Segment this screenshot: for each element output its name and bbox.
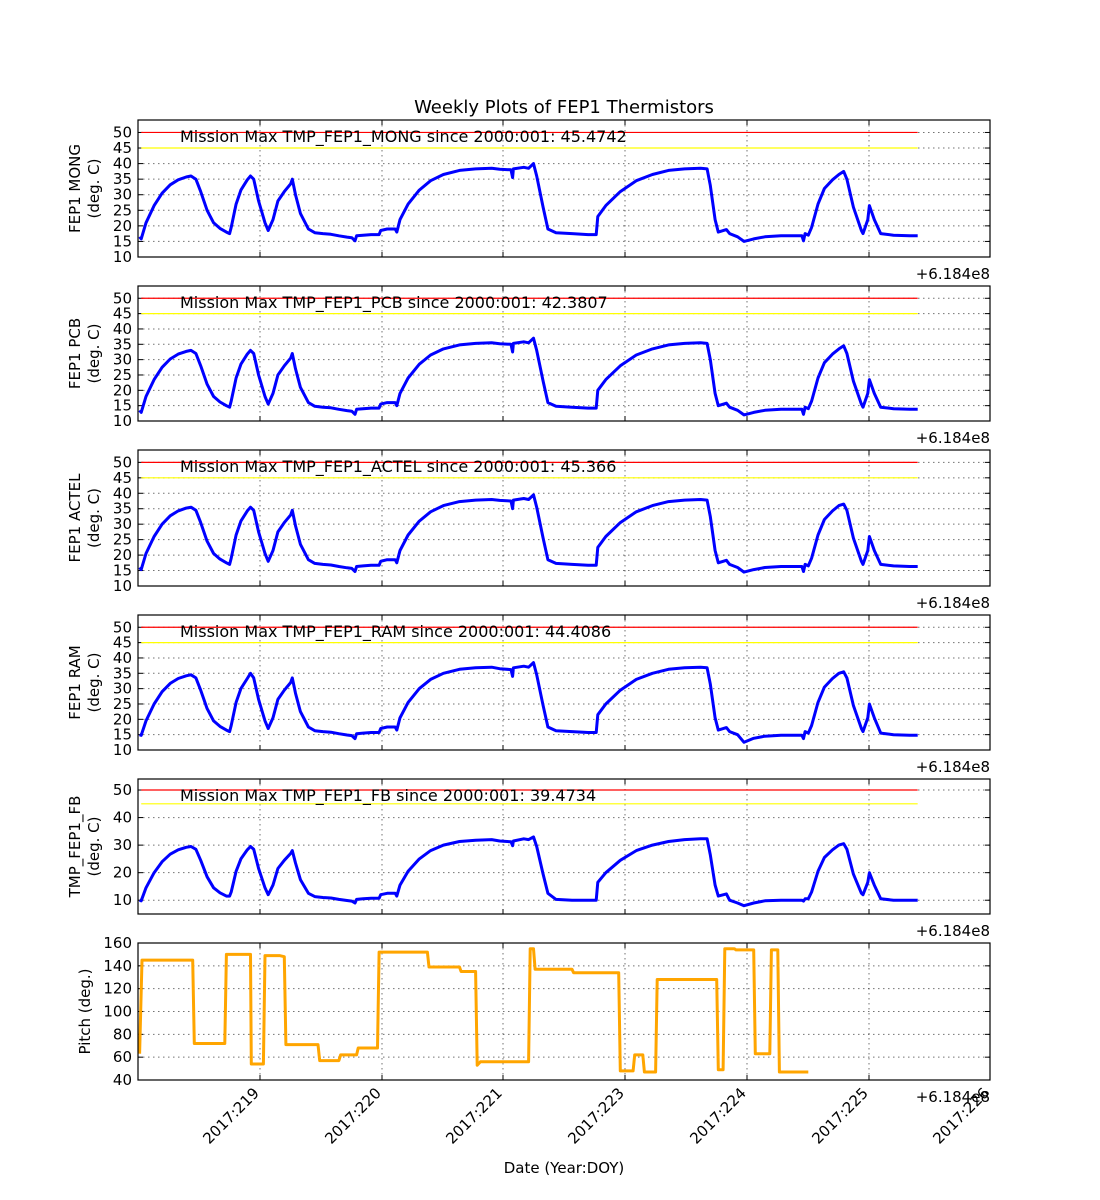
y-tick-label: 20: [113, 381, 132, 399]
mission-max-annotation: Mission Max TMP_FEP1_RAM since 2000:001:…: [180, 622, 611, 642]
y-tick-label: 15: [113, 397, 132, 415]
x-tick-label: 2017:220: [321, 1084, 385, 1148]
y-tick-label: 40: [113, 320, 132, 338]
y-tick-label: 10: [113, 741, 132, 759]
series-line: [139, 835, 918, 908]
mission-max-annotation: Mission Max TMP_FEP1_FB since 2000:001: …: [180, 786, 596, 806]
y-tick-label: 35: [113, 335, 132, 353]
y-tick-label: 30: [113, 186, 132, 204]
axes-frame: [137, 942, 991, 1081]
panel-6: 40 60 80 100 120 140 160 Pitch (deg.) +6.184e8: [76, 934, 991, 1106]
series-line: [138, 493, 918, 574]
y-axis-label: (deg. C): [85, 488, 103, 548]
y-tick-label: 25: [113, 201, 132, 219]
y-tick-label: 50: [113, 123, 132, 141]
y-axis-label: (deg. C): [85, 324, 103, 384]
y-tick-label: 20: [113, 217, 132, 235]
y-tick-label: 10: [113, 412, 132, 430]
y-tick-label: 50: [113, 453, 132, 471]
x-tick-label: 2017:219: [199, 1084, 263, 1148]
y-tick-label: 120: [103, 980, 132, 998]
y-tick-label: 140: [103, 957, 132, 975]
x-offset-label: +6.184e8: [916, 594, 990, 612]
series-line: [138, 336, 918, 417]
x-offset-label: +6.184e8: [916, 265, 990, 283]
y-tick-label: 50: [113, 618, 132, 636]
y-tick-label: 40: [113, 155, 132, 173]
x-axis-label: Date (Year:DOY): [504, 1159, 625, 1177]
y-tick-label: 40: [113, 649, 132, 667]
y-tick-label: 25: [113, 366, 132, 384]
y-tick-label: 35: [113, 500, 132, 518]
y-tick-label: 45: [113, 139, 132, 157]
x-offset-label: +6.184e8: [916, 758, 990, 776]
x-tick-label: 2017:223: [564, 1084, 628, 1148]
axes-frame: [137, 119, 991, 258]
axes-frame: [137, 778, 991, 915]
panel-5: 10 20 30 40 50 Mission Max TMP_FEP1_FB since …: [66, 778, 991, 940]
y-tick-label: 30: [113, 680, 132, 698]
y-axis-label: (deg. C): [85, 817, 103, 877]
y-tick-label: 20: [113, 710, 132, 728]
y-tick-label: 40: [113, 484, 132, 502]
y-tick-label: 30: [113, 836, 132, 854]
y-tick-label: 40: [113, 809, 132, 827]
y-tick-label: 160: [103, 934, 132, 952]
y-tick-label: 50: [113, 289, 132, 307]
axes-frame: [137, 285, 991, 422]
mission-max-annotation: Mission Max TMP_FEP1_PCB since 2000:001:…: [180, 293, 608, 313]
axes-frame: [137, 449, 991, 587]
y-tick-label: 60: [113, 1048, 132, 1066]
x-tick-label: 2017:221: [442, 1084, 506, 1148]
series-line: [139, 661, 918, 744]
y-tick-label: 30: [113, 515, 132, 533]
y-tick-label: 10: [113, 577, 132, 595]
series-line: [138, 947, 809, 1074]
y-tick-label: 20: [113, 546, 132, 564]
y-tick-label: 50: [113, 781, 132, 799]
y-axis-label: (deg. C): [85, 653, 103, 713]
y-tick-label: 35: [113, 170, 132, 188]
x-offset-label: +6.184e8: [916, 1088, 990, 1106]
y-tick-label: 45: [113, 305, 132, 323]
figure-title: Weekly Plots of FEP1 Thermistors: [414, 97, 714, 118]
y-axis-label: (deg. C): [85, 159, 103, 219]
y-tick-label: 15: [113, 726, 132, 744]
y-tick-label: 80: [113, 1025, 132, 1043]
y-axis-label: FEP1 RAM: [66, 645, 84, 719]
y-tick-label: 10: [113, 248, 132, 266]
y-axis-label: FEP1 PCB: [66, 318, 84, 389]
y-tick-label: 45: [113, 469, 132, 487]
y-tick-label: 20: [113, 864, 132, 882]
series-line: [138, 162, 918, 243]
x-tick-label: 2017:224: [686, 1084, 750, 1148]
y-tick-label: 10: [113, 891, 132, 909]
x-offset-label: +6.184e8: [916, 922, 990, 940]
y-tick-label: 15: [113, 232, 132, 250]
y-axis-label: TMP_FEP1_FB: [66, 796, 85, 899]
y-tick-label: 40: [113, 1071, 132, 1089]
y-tick-label: 25: [113, 695, 132, 713]
axes-frame: [137, 614, 991, 751]
x-tick-label: 2017:225: [808, 1084, 872, 1148]
y-tick-label: 30: [113, 351, 132, 369]
y-tick-label: 15: [113, 562, 132, 580]
y-tick-label: 35: [113, 664, 132, 682]
y-axis-label: FEP1 MONG: [66, 144, 84, 233]
y-tick-label: 100: [103, 1003, 132, 1021]
y-axis-label: Pitch (deg.): [76, 968, 94, 1054]
y-axis-label: FEP1 ACTEL: [66, 473, 84, 563]
mission-max-annotation: Mission Max TMP_FEP1_ACTEL since 2000:00…: [180, 457, 616, 477]
mission-max-annotation: Mission Max TMP_FEP1_MONG since 2000:001…: [180, 127, 627, 147]
y-tick-label: 45: [113, 634, 132, 652]
y-tick-label: 25: [113, 531, 132, 549]
x-offset-label: +6.184e8: [916, 429, 990, 447]
